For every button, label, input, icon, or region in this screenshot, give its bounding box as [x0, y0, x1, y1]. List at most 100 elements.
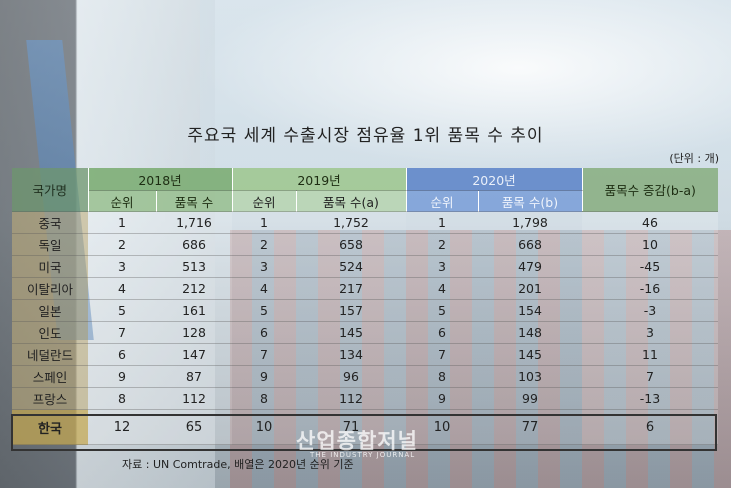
items-2019-cell: 658: [296, 233, 406, 256]
ranking-table: 국가명 2018년 2019년 2020년 품목수 증감(b-a) 순위 품목 …: [12, 168, 718, 445]
items-2018-cell: 513: [156, 255, 232, 278]
rank-2020-cell: 2: [406, 233, 478, 256]
items-2020-cell: 103: [478, 365, 582, 388]
items-2018-cell: 112: [156, 387, 232, 410]
rank-2018-cell: 12: [88, 409, 156, 445]
items-2019-cell: 134: [296, 343, 406, 366]
table-row: 중국 1 1,716 1 1,752 1 1,798 46: [12, 211, 718, 234]
table-row: 프랑스 8 112 8 112 9 99 -13: [12, 387, 718, 410]
watermark-subtitle: THE INDUSTRY JOURNAL: [310, 451, 416, 459]
diff-cell: 10: [582, 233, 718, 256]
table-row: 인도 7 128 6 145 6 148 3: [12, 321, 718, 344]
table-row: 스페인 9 87 9 96 8 103 7: [12, 365, 718, 388]
items-2020-cell: 479: [478, 255, 582, 278]
rank-2019-cell: 6: [232, 321, 296, 344]
items-2020-cell: 668: [478, 233, 582, 256]
diff-cell: 3: [582, 321, 718, 344]
country-cell: 일본: [12, 299, 88, 322]
items-2020-cell: 99: [478, 387, 582, 410]
rank-2018-cell: 7: [88, 321, 156, 344]
rank-2019-cell: 9: [232, 365, 296, 388]
background-world-map: [200, 0, 731, 170]
country-cell: 인도: [12, 321, 88, 344]
header-rank-2019: 순위: [232, 190, 297, 212]
rank-2019-cell: 8: [232, 387, 296, 410]
watermark: 산업종합저널: [296, 429, 418, 453]
header-diff: 품목수 증감(b-a): [582, 168, 718, 212]
rank-2020-cell: 5: [406, 299, 478, 322]
items-2018-cell: 147: [156, 343, 232, 366]
header-year-2020: 2020년: [406, 168, 583, 191]
rank-2018-cell: 1: [88, 211, 156, 234]
rank-2018-cell: 2: [88, 233, 156, 256]
items-2018-cell: 65: [156, 409, 232, 445]
items-2019-cell: 217: [296, 277, 406, 300]
items-2018-cell: 686: [156, 233, 232, 256]
items-2018-cell: 128: [156, 321, 232, 344]
items-2019-cell: 524: [296, 255, 406, 278]
items-2018-cell: 161: [156, 299, 232, 322]
country-cell: 독일: [12, 233, 88, 256]
diff-cell: 11: [582, 343, 718, 366]
rank-2018-cell: 5: [88, 299, 156, 322]
rank-2019-cell: 1: [232, 211, 296, 234]
table-row: 미국 3 513 3 524 3 479 -45: [12, 255, 718, 278]
header-year-2019: 2019년: [232, 168, 407, 191]
header-country: 국가명: [12, 168, 89, 212]
rank-2020-cell: 1: [406, 211, 478, 234]
rank-2020-cell: 7: [406, 343, 478, 366]
rank-2019-cell: 2: [232, 233, 296, 256]
source-note: 자료 : UN Comtrade, 배열은 2020년 순위 기준: [122, 458, 354, 471]
country-cell: 네덜란드: [12, 343, 88, 366]
items-2018-cell: 1,716: [156, 211, 232, 234]
table-row: 독일 2 686 2 658 2 668 10: [12, 233, 718, 256]
table-row: 네덜란드 6 147 7 134 7 145 11: [12, 343, 718, 366]
items-2018-cell: 212: [156, 277, 232, 300]
header-items-2020: 품목 수(b): [478, 190, 583, 212]
header-items-2018: 품목 수: [156, 190, 233, 212]
country-cell: 중국: [12, 211, 88, 234]
country-cell: 스페인: [12, 365, 88, 388]
items-2019-cell: 145: [296, 321, 406, 344]
diff-cell: -13: [582, 387, 718, 410]
page-title: 주요국 세계 수출시장 점유율 1위 품목 수 추이: [187, 126, 544, 146]
items-2020-cell: 201: [478, 277, 582, 300]
diff-cell: 7: [582, 365, 718, 388]
table-row: 일본 5 161 5 157 5 154 -3: [12, 299, 718, 322]
diff-cell: 46: [582, 211, 718, 234]
table-row: 이탈리아 4 212 4 217 4 201 -16: [12, 277, 718, 300]
country-cell: 한국: [12, 409, 88, 445]
diff-cell: 6: [582, 409, 718, 445]
rank-2020-cell: 8: [406, 365, 478, 388]
header-year-2018: 2018년: [88, 168, 233, 191]
rank-2019-cell: 7: [232, 343, 296, 366]
rank-2018-cell: 3: [88, 255, 156, 278]
rank-2020-cell: 4: [406, 277, 478, 300]
items-2020-cell: 148: [478, 321, 582, 344]
rank-2020-cell: 9: [406, 387, 478, 410]
diff-cell: -3: [582, 299, 718, 322]
rank-2018-cell: 4: [88, 277, 156, 300]
items-2020-cell: 145: [478, 343, 582, 366]
items-2020-cell: 1,798: [478, 211, 582, 234]
unit-label: (단위 : 개): [669, 152, 719, 165]
header-items-2019: 품목 수(a): [296, 190, 407, 212]
items-2020-cell: 154: [478, 299, 582, 322]
rank-2019-cell: 5: [232, 299, 296, 322]
rank-2019-cell: 4: [232, 277, 296, 300]
items-2019-cell: 1,752: [296, 211, 406, 234]
rank-2018-cell: 8: [88, 387, 156, 410]
country-cell: 미국: [12, 255, 88, 278]
header-rank-2018: 순위: [88, 190, 157, 212]
header-rank-2020: 순위: [406, 190, 479, 212]
items-2019-cell: 112: [296, 387, 406, 410]
items-2019-cell: 96: [296, 365, 406, 388]
items-2020-cell: 77: [478, 409, 582, 445]
rank-2020-cell: 6: [406, 321, 478, 344]
diff-cell: -45: [582, 255, 718, 278]
rank-2018-cell: 6: [88, 343, 156, 366]
items-2018-cell: 87: [156, 365, 232, 388]
rank-2020-cell: 3: [406, 255, 478, 278]
rank-2019-cell: 10: [232, 409, 296, 445]
items-2019-cell: 157: [296, 299, 406, 322]
